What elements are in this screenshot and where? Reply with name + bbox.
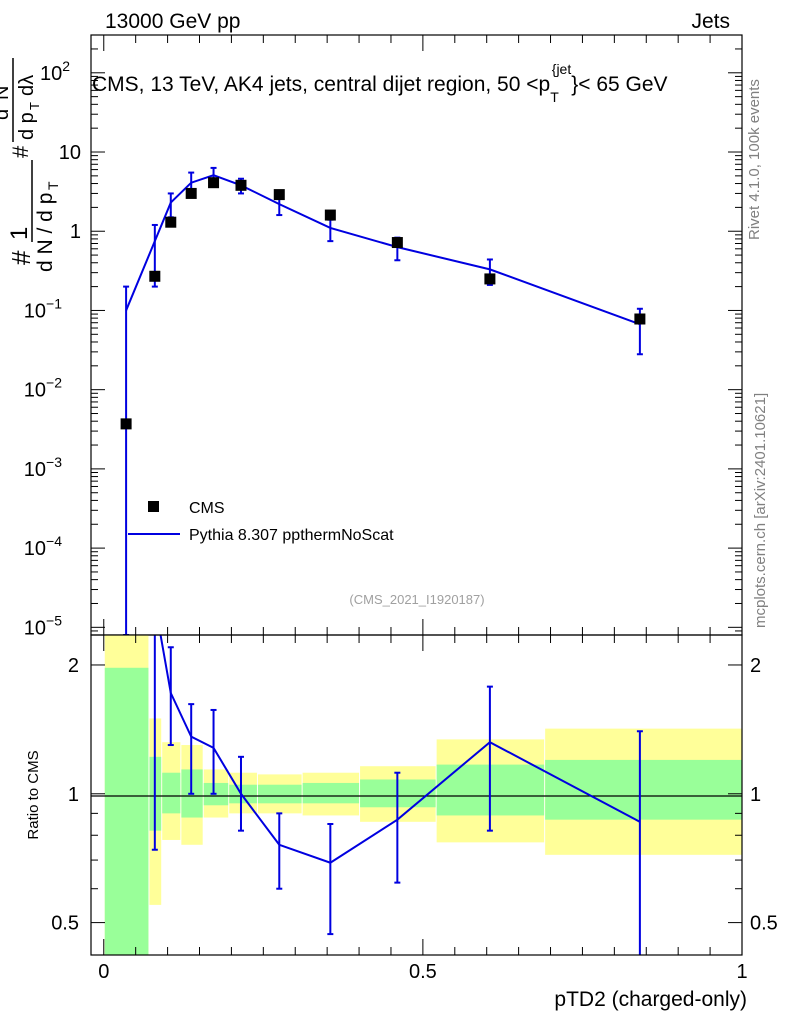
y-tick-label: 102 — [40, 58, 70, 85]
ratio-y-tick-label-right: 0.5 — [750, 913, 778, 935]
pythia-line — [125, 174, 641, 326]
y-tick-label: 10−1 — [24, 295, 62, 322]
ratio-band-green — [302, 782, 360, 804]
ratio-data-layer — [151, 635, 643, 955]
plot-title-close: } — [571, 73, 578, 96]
y-tick-label: 10−5 — [24, 612, 62, 639]
ratio-y-tick-label-right: 1 — [750, 784, 761, 806]
main-x-ticks — [103, 35, 743, 635]
ylabel-one: 1 — [6, 227, 33, 240]
legend-marker-cms — [148, 501, 159, 512]
ylabel-denominator-2: d p — [16, 112, 38, 140]
ratio-band-green — [162, 772, 181, 814]
ylabel-hash-2: # — [8, 145, 33, 158]
ratio-line — [159, 635, 641, 864]
header-left: 13000 GeV pp — [105, 10, 240, 33]
legend-label-cms: CMS — [189, 500, 225, 517]
cms-data-point — [185, 187, 197, 199]
plot-title: CMS, 13 TeV, AK4 jets, central dijet reg… — [92, 61, 668, 105]
ylabel-numerator: d — [0, 109, 13, 120]
cms-data-point — [165, 216, 177, 228]
ratio-panel: 0.5 0.51 12 2 0 0.5 1 Ratio to CMS pTD2 (char… — [25, 634, 778, 1011]
ylabel-denominator-1: d N / d p — [34, 193, 57, 272]
legend-label-pythia: Pythia 8.307 ppthermNoScat — [189, 527, 394, 544]
ratio-band-green — [545, 759, 742, 820]
plot-title-prefix: CMS, 13 TeV, AK4 jets, central dijet reg… — [92, 73, 550, 96]
ylabel-sub-T2: T — [27, 102, 42, 110]
ratio-band-green — [104, 667, 149, 955]
main-y-ticks: 10−5 10−4 10−3 10−2 10−1 1 10 102 — [24, 34, 742, 639]
plot-title-sub: T — [550, 89, 559, 105]
plot-title-sup: {jet — [552, 61, 572, 77]
cms-data-point — [235, 179, 247, 191]
y-tick-label: 10−3 — [24, 454, 62, 481]
analysis-id: (CMS_2021_I1920187) — [349, 592, 484, 607]
main-data-layer — [120, 166, 646, 636]
ratio-y-tick-label: 0.5 — [51, 913, 79, 935]
ratio-y-tick-label-right: 2 — [750, 655, 761, 677]
ratio-x-ticks: 0 0.5 1 — [98, 635, 748, 983]
cms-data-point — [324, 209, 336, 221]
cms-data-point — [208, 177, 220, 189]
x-tick-label: 1 — [736, 961, 747, 983]
ratio-y-axis-label: Ratio to CMS — [25, 750, 42, 839]
y-tick-label: 10−2 — [24, 375, 62, 402]
main-panel: 10−5 10−4 10−3 10−2 10−1 1 10 102 CMS, 13 TeV, … — [0, 34, 743, 639]
x-tick-label: 0 — [98, 961, 109, 983]
side-label-rivet: Rivet 4.1.0, 100k events — [746, 79, 763, 240]
ylabel-dlambda: dλ — [16, 75, 38, 96]
plot-title-suffix: < 65 GeV — [578, 73, 667, 96]
ratio-frame — [90, 634, 743, 956]
side-label-mcplots: mcplots.cern.ch [arXiv:2401.10621] — [752, 393, 769, 628]
ylabel-sup-2: 2 — [0, 101, 3, 108]
y-tick-label: 10 — [59, 142, 81, 164]
main-frame — [90, 34, 743, 636]
ratio-bands — [104, 635, 742, 955]
ratio-y-tick-label: 2 — [68, 655, 79, 677]
ylabel-sub-T: T — [45, 181, 61, 190]
cms-data-point — [634, 313, 646, 325]
ylabel-N: N — [0, 86, 13, 100]
ratio-band-green — [229, 784, 257, 804]
x-tick-label: 0.5 — [409, 961, 437, 983]
cms-data-point — [484, 273, 496, 285]
x-axis-label: pTD2 (charged-only) — [554, 988, 747, 1011]
legend: CMS Pythia 8.307 ppthermNoScat — [128, 500, 394, 544]
header-right: Jets — [691, 10, 730, 33]
ratio-y-tick-label: 1 — [68, 784, 79, 806]
ratio-y-ticks: 0.5 0.5 1 1 2 2 — [51, 655, 778, 935]
cms-data-point — [273, 189, 285, 201]
y-tick-label: 10−4 — [24, 533, 62, 560]
main-y-axis-label: # 1 d N / d p T # d 2 N d p T dλ — [0, 58, 61, 272]
ylabel-hash-1: # — [6, 250, 36, 265]
ratio-band-green — [257, 784, 302, 804]
cms-data-point — [120, 418, 132, 430]
cms-data-point — [391, 237, 403, 249]
y-tick-label: 1 — [70, 221, 81, 243]
cms-data-point — [149, 270, 161, 282]
